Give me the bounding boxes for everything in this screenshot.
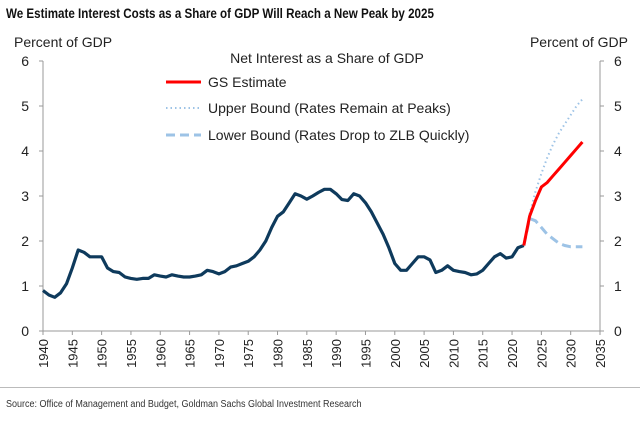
x-tick-label: 1965 <box>183 339 198 368</box>
x-tick-label: 1960 <box>153 339 168 368</box>
x-tick-label: 1990 <box>329 339 344 368</box>
y-tick-label-right: 6 <box>614 53 622 69</box>
y-tick-label-right: 3 <box>614 188 622 204</box>
x-tick-label: 2015 <box>476 339 491 368</box>
figure-title: We Estimate Interest Costs as a Share of… <box>6 6 434 21</box>
y-tick-label-left: 2 <box>21 233 29 249</box>
series-lower-bound-line <box>522 216 583 249</box>
x-tick-label: 2020 <box>505 339 520 368</box>
y-tick-label-left: 1 <box>21 278 29 294</box>
x-tick-label: 1950 <box>95 339 110 368</box>
x-tick-label: 2005 <box>417 339 432 368</box>
chart-title: Net Interest as a Share of GDP <box>230 50 424 66</box>
y-tick-label-right: 2 <box>614 233 622 249</box>
x-tick-label: 2035 <box>593 339 608 368</box>
x-tick-label: 2000 <box>388 339 403 368</box>
y-tick-label-left: 0 <box>21 323 29 339</box>
x-tick-label: 1940 <box>36 339 51 368</box>
source-note: Source: Office of Management and Budget,… <box>6 399 362 410</box>
x-tick-label: 1970 <box>212 339 227 368</box>
y-axis-label-left: Percent of GDP <box>14 34 112 50</box>
divider <box>0 387 640 388</box>
x-tick-label: 1945 <box>65 339 80 368</box>
y-tick-label-right: 1 <box>614 278 622 294</box>
series-upper-bound-line <box>522 98 584 246</box>
x-tick-label: 1975 <box>241 339 256 368</box>
series-history-line <box>42 187 525 299</box>
y-tick-label-right: 4 <box>614 143 622 159</box>
legend-label: Upper Bound (Rates Remain at Peaks) <box>208 100 451 116</box>
x-tick-label: 2010 <box>446 339 461 368</box>
y-tick-label-left: 5 <box>21 98 29 114</box>
legend-label: Lower Bound (Rates Drop to ZLB Quickly) <box>208 127 469 143</box>
x-tick-label: 1980 <box>271 339 286 368</box>
series-gs-estimate-line <box>522 141 584 246</box>
y-tick-label-left: 4 <box>21 143 29 159</box>
x-tick-label: 1955 <box>124 339 139 368</box>
y-tick-label-left: 6 <box>21 53 29 69</box>
y-axis-label-right: Percent of GDP <box>530 34 628 50</box>
x-tick-label: 2025 <box>534 339 549 368</box>
x-tick-label: 1995 <box>358 339 373 368</box>
y-tick-label-right: 0 <box>614 323 622 339</box>
line-chart: 0 0 1 1 2 2 3 3 4 4 5 5 6 6 1940 1945 1950 1955 1960 1965 19… <box>14 34 628 368</box>
x-tick-label: 1985 <box>300 339 315 368</box>
legend-label: GS Estimate <box>208 74 287 90</box>
x-tick-label: 2030 <box>564 339 579 368</box>
y-tick-label-right: 5 <box>614 98 622 114</box>
y-tick-label-left: 3 <box>21 188 29 204</box>
